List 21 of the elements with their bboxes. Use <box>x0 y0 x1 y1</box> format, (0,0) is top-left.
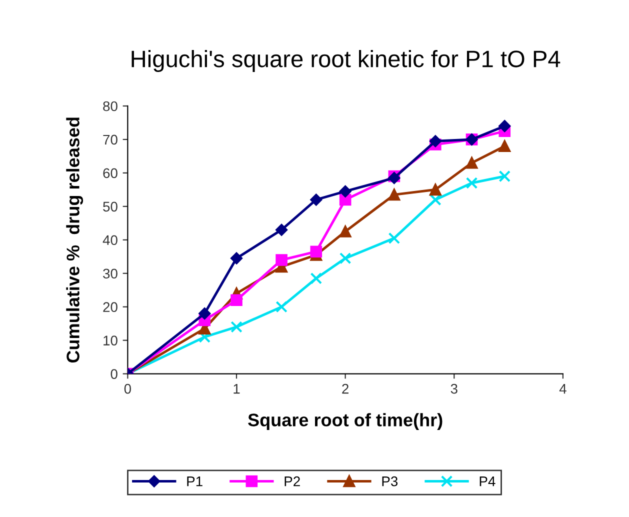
x-tick-label: 2 <box>342 384 348 394</box>
legend-label: P2 <box>284 476 300 486</box>
legend-label: P3 <box>382 476 398 486</box>
y-axis-title: Cumulative % drug released <box>66 118 84 363</box>
y-tick-label: 40 <box>102 235 118 246</box>
y-tick-label: 20 <box>103 302 118 312</box>
y-tick-label: 10 <box>104 336 118 346</box>
legend-label: P4 <box>480 476 496 486</box>
x-tick-label: 0 <box>124 384 132 394</box>
x-axis-title: Square root of time(hr) <box>248 413 442 430</box>
y-tick-label: 60 <box>103 168 118 178</box>
x-tick-label: 3 <box>450 384 458 394</box>
chart-title: Higuchi's square root kinetic for P1 tO P4 <box>132 50 560 72</box>
x-tick-label: 4 <box>559 384 566 394</box>
y-tick-label: 0 <box>110 369 118 379</box>
x-tick-label: 1 <box>234 384 240 394</box>
legend-label: P1 <box>187 476 202 486</box>
y-tick-label: 70 <box>103 134 118 145</box>
y-tick-label: 80 <box>103 101 118 112</box>
y-tick-label: 30 <box>103 268 118 279</box>
y-tick-label: 50 <box>103 202 118 212</box>
